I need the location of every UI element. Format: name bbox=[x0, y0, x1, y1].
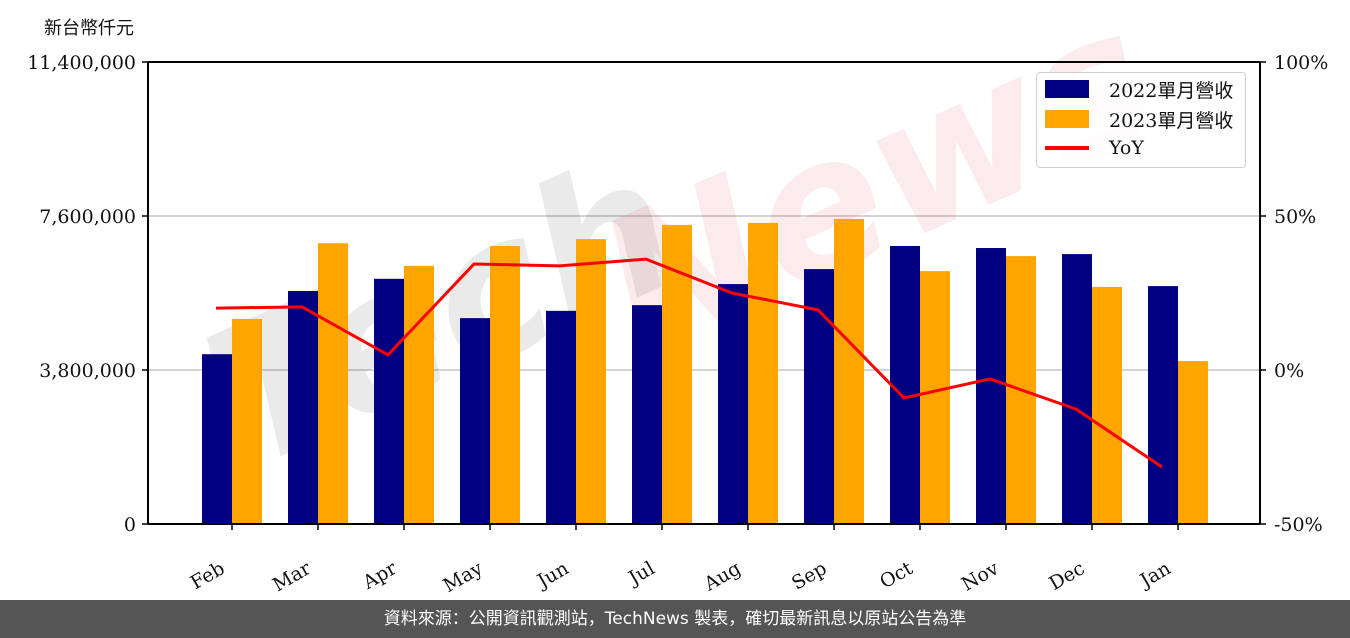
x-tick-label: Dec bbox=[1045, 557, 1088, 595]
legend-swatch-orange-icon bbox=[1045, 110, 1089, 128]
legend-item-yoy: YoY bbox=[1045, 136, 1144, 160]
legend-label-2022: 2022單月營收 bbox=[1109, 79, 1234, 102]
chart-canvas: TechNews 03,800,0007,600,00011,400,000-5… bbox=[27, 0, 1328, 597]
yoy-line-series bbox=[215, 257, 1163, 469]
y-tick-label: 3,800,000 bbox=[39, 360, 136, 382]
bar-2023 bbox=[576, 239, 606, 524]
source-footer: 資料來源：公開資訊觀測站，TechNews 製表，確切最新訊息以原站公告為準 bbox=[0, 600, 1350, 638]
bar-2023 bbox=[748, 222, 778, 525]
bar-2023 bbox=[318, 243, 348, 524]
x-tick-label: Nov bbox=[958, 557, 1003, 596]
bar-2022 bbox=[632, 305, 662, 524]
y2-tick-label: 100% bbox=[1274, 52, 1328, 74]
x-tick-label: Aug bbox=[700, 557, 745, 596]
bar-2022 bbox=[1148, 286, 1178, 524]
bar-2023 bbox=[920, 271, 950, 524]
yoy-line bbox=[215, 257, 1163, 469]
x-tick-label: Oct bbox=[876, 557, 917, 593]
x-tick-label: Feb bbox=[187, 557, 229, 594]
y2-tick-label: 0% bbox=[1274, 360, 1304, 382]
bar-2022 bbox=[546, 310, 576, 524]
bar-2022 bbox=[460, 318, 490, 524]
x-tick-label: Apr bbox=[358, 557, 401, 594]
legend-label-yoy: YoY bbox=[1109, 137, 1144, 159]
y-tick-label: 11,400,000 bbox=[27, 52, 136, 74]
bar-2023 bbox=[404, 265, 434, 524]
bar-2022 bbox=[890, 245, 920, 524]
y2-tick-label: -50% bbox=[1274, 514, 1323, 536]
bar-2023 bbox=[1092, 286, 1122, 524]
bar-2023 bbox=[232, 318, 262, 524]
bar-2023 bbox=[490, 245, 520, 524]
bar-2022 bbox=[1062, 254, 1092, 525]
axes bbox=[147, 61, 1261, 525]
bar-2022 bbox=[976, 248, 1006, 524]
x-tick-label: Jun bbox=[532, 557, 573, 593]
bar-2023 bbox=[834, 218, 864, 524]
y-tick-label: 7,600,000 bbox=[39, 206, 136, 228]
x-tick-label: May bbox=[440, 557, 487, 597]
legend: 2022單月營收 2023單月營收 YoY bbox=[1036, 72, 1246, 168]
legend-label-2023: 2023單月營收 bbox=[1109, 109, 1234, 132]
y-tick-label: 0 bbox=[124, 514, 136, 536]
x-tick-label: Jan bbox=[1135, 557, 1175, 593]
legend-item-2023: 2023單月營收 bbox=[1045, 107, 1234, 132]
legend-line-red-icon bbox=[1045, 146, 1089, 150]
bar-2022 bbox=[202, 354, 232, 524]
x-tick-label: Jul bbox=[623, 557, 658, 590]
x-tick-label: Sep bbox=[788, 557, 831, 594]
bar-series bbox=[202, 218, 1208, 525]
bar-2022 bbox=[288, 290, 318, 524]
y-axis-unit-label: 新台幣仟元 bbox=[44, 18, 134, 39]
bar-2022 bbox=[718, 284, 748, 524]
bar-2023 bbox=[1178, 361, 1208, 524]
legend-item-2022: 2022單月營收 bbox=[1045, 77, 1234, 102]
x-tick-label: Mar bbox=[269, 557, 315, 596]
legend-swatch-navy-icon bbox=[1045, 80, 1089, 98]
bar-2022 bbox=[374, 278, 404, 524]
y2-tick-label: 50% bbox=[1274, 206, 1316, 228]
